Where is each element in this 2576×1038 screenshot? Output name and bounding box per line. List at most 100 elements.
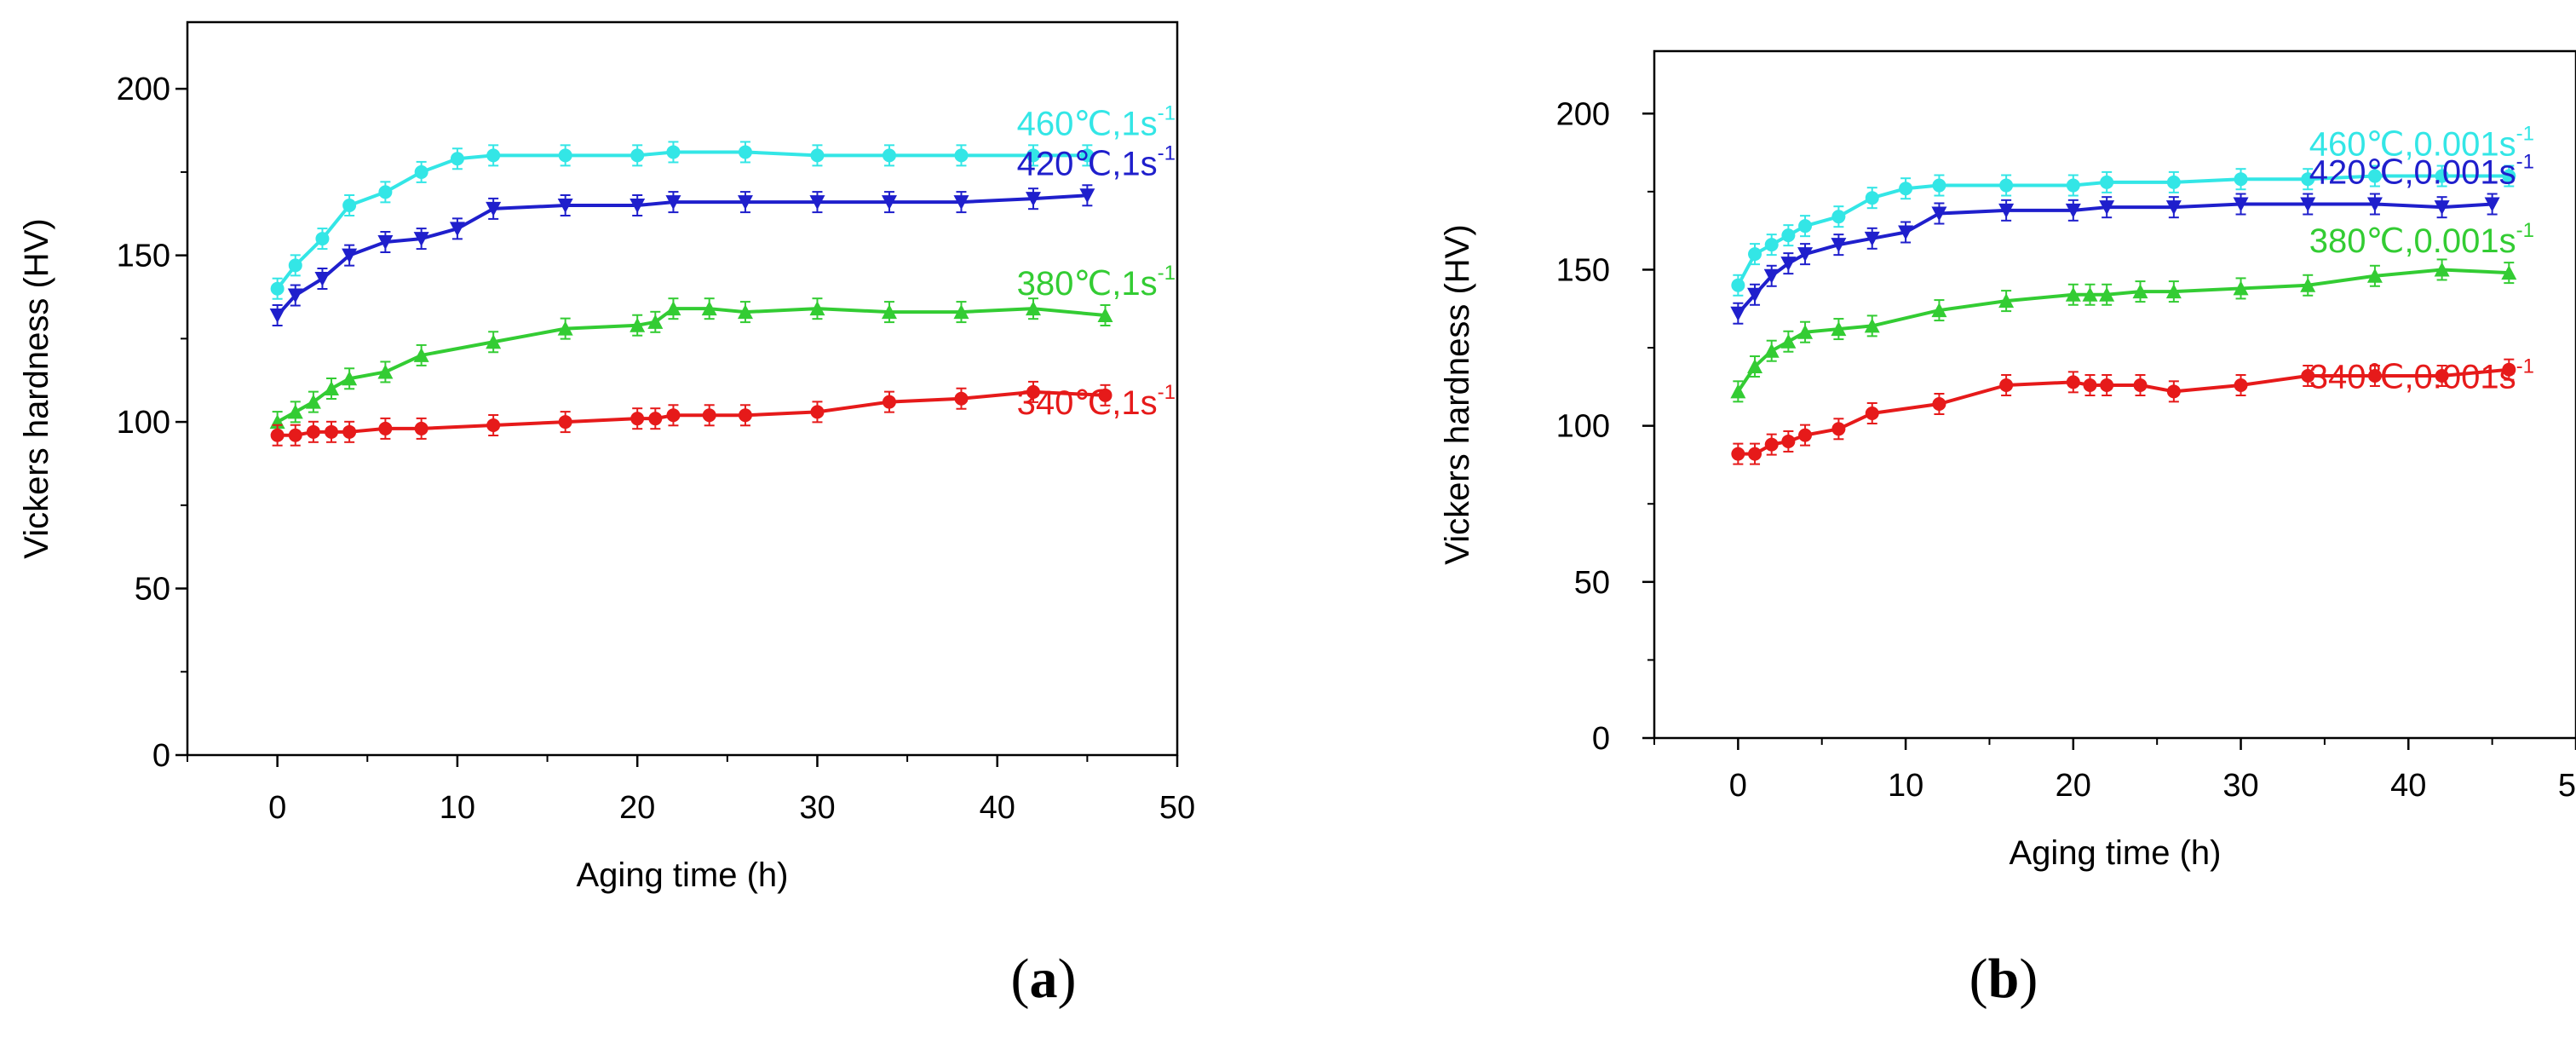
data-point	[1864, 231, 1880, 246]
data-point	[1731, 278, 1745, 292]
data-point	[2099, 200, 2115, 216]
data-point	[810, 405, 825, 419]
data-point	[486, 148, 501, 163]
data-point	[1025, 301, 1041, 316]
data-point	[324, 381, 340, 395]
y-tick-label: 200	[1556, 96, 1610, 132]
data-point	[1931, 303, 1947, 318]
data-point	[450, 152, 464, 166]
data-point	[2066, 178, 2080, 193]
y-tick-label: 100	[1556, 409, 1610, 445]
data-point	[2165, 284, 2182, 299]
y-tick-label: 200	[117, 72, 170, 107]
data-point	[269, 309, 285, 323]
data-point	[1932, 396, 1946, 411]
y-tick-label: 50	[135, 572, 170, 608]
data-point	[1831, 238, 1847, 253]
x-axis-title: Aging time (h)	[2010, 834, 2222, 872]
data-point	[882, 395, 896, 409]
data-point	[1780, 257, 1797, 272]
data-point	[1080, 148, 1095, 163]
data-point	[486, 201, 502, 216]
data-point	[1932, 178, 1946, 193]
data-point	[809, 301, 825, 316]
data-point	[1899, 182, 1913, 196]
data-point	[1865, 406, 1879, 420]
data-point	[342, 424, 357, 439]
data-point	[630, 199, 646, 213]
data-point	[2300, 277, 2316, 292]
data-point	[2366, 197, 2383, 212]
series-label: 340℃,0.001s-1	[2309, 355, 2534, 396]
data-point	[2484, 197, 2500, 212]
data-point	[1764, 437, 1779, 452]
series-label-text: 380℃,0.001s	[2309, 222, 2516, 260]
series-label-superscript: -1	[1158, 381, 1176, 404]
data-point	[2165, 200, 2182, 216]
data-point	[2300, 197, 2316, 212]
data-point	[2083, 378, 2097, 393]
data-point	[2502, 362, 2516, 377]
data-point	[738, 408, 752, 423]
series-label-superscript: -1	[1158, 262, 1176, 285]
data-point	[1747, 359, 1763, 374]
data-point	[1999, 178, 2014, 193]
data-point	[738, 145, 752, 159]
series-label: 380℃,1s-1	[1017, 262, 1176, 303]
series-label-text: 340℃,1s	[1017, 384, 1158, 422]
panel-label-open: (	[1011, 948, 1030, 1010]
data-point	[2435, 169, 2449, 183]
panel-label-close: )	[2019, 948, 2038, 1010]
data-point	[1831, 210, 1846, 224]
series-0: 460℃,0.001s-1	[1731, 123, 2534, 297]
data-point	[881, 195, 897, 210]
x-axis-title: Aging time (h)	[577, 856, 789, 894]
data-point	[881, 304, 897, 320]
series-label-superscript: -1	[1158, 141, 1176, 164]
series-0: 460℃,1s-1	[270, 101, 1176, 300]
y-tick-label: 100	[117, 405, 170, 441]
data-point	[2502, 169, 2516, 183]
series-3: 340℃,0.001s-1	[1731, 355, 2534, 465]
data-point	[2234, 378, 2248, 393]
data-point	[378, 185, 393, 199]
series-label-text: 460℃,0.001s	[2309, 126, 2516, 164]
y-axis-title: Vickers hardness (HV)	[18, 218, 55, 558]
data-point	[2065, 286, 2081, 302]
data-point	[1998, 293, 2015, 309]
data-point	[342, 199, 357, 212]
panel-label-open: (	[1969, 948, 1988, 1010]
data-point	[702, 408, 716, 423]
data-point	[1798, 428, 1813, 442]
data-point	[2233, 280, 2249, 296]
x-tick-label: 20	[2056, 768, 2091, 804]
y-tick-label: 0	[1592, 721, 1610, 757]
data-point	[1781, 434, 1796, 448]
plot-frame	[186, 20, 1179, 757]
x-tick-label: 30	[799, 790, 835, 826]
series-1: 420℃,1s-1	[269, 141, 1176, 326]
data-point	[2367, 169, 2382, 183]
data-point	[270, 428, 285, 442]
x-tick-label: 0	[1729, 768, 1747, 804]
data-point	[1730, 383, 1746, 399]
data-point	[1763, 268, 1780, 284]
series-2: 380℃,1s-1	[269, 262, 1176, 434]
data-point	[2434, 200, 2450, 216]
data-point	[414, 164, 428, 179]
series-label-superscript: -1	[1158, 101, 1176, 124]
data-point	[2501, 265, 2517, 280]
series-label-text: 420℃,1s	[1017, 145, 1158, 182]
data-point	[288, 258, 302, 273]
data-point	[2082, 286, 2098, 302]
data-point	[413, 347, 429, 362]
series-2: 380℃,0.001s-1	[1730, 219, 2534, 403]
x-tick-label: 20	[619, 790, 655, 826]
data-point	[809, 195, 825, 210]
series-1: 420℃,0.001s-1	[1730, 151, 2534, 325]
data-point	[2132, 284, 2148, 299]
data-point	[1098, 388, 1113, 402]
data-point	[287, 288, 303, 303]
data-point	[2100, 175, 2114, 189]
